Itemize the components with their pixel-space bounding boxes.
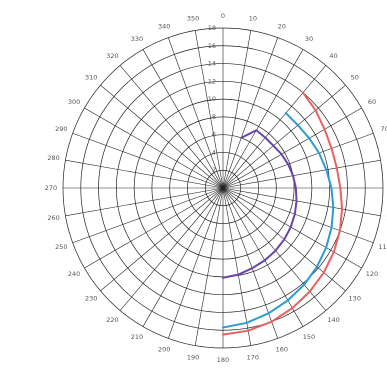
grid-spoke-210 xyxy=(142,187,224,327)
radial-tick-label-4: 4 xyxy=(212,148,216,156)
grid-spoke-240 xyxy=(84,187,224,269)
grid-spoke-110 xyxy=(222,187,374,244)
grid-spoke-320 xyxy=(119,65,224,189)
series-line-2 xyxy=(222,112,335,329)
grid-spoke-120 xyxy=(222,187,362,269)
angle-tick-label-110: 110 xyxy=(378,243,387,251)
angle-tick-label-170: 170 xyxy=(247,353,259,361)
grid-spoke-290 xyxy=(72,132,224,189)
grid-spoke-340 xyxy=(167,37,224,189)
angle-tick-label-160: 160 xyxy=(276,346,288,354)
grid-spoke-260 xyxy=(65,187,224,217)
angular-grid xyxy=(63,28,383,348)
radial-tick-label-18: 18 xyxy=(208,24,216,32)
angle-tick-label-40: 40 xyxy=(329,52,337,60)
angle-tick-label-340: 340 xyxy=(158,22,170,30)
radial-tick-label-2: 2 xyxy=(212,166,216,174)
angle-tick-label-130: 130 xyxy=(349,295,361,303)
grid-spoke-300 xyxy=(84,107,224,189)
series-layer xyxy=(222,91,344,336)
grid-spoke-50 xyxy=(222,84,346,189)
angle-tick-label-230: 230 xyxy=(85,295,97,303)
angle-tick-label-270: 270 xyxy=(45,184,57,192)
grid-spoke-70 xyxy=(222,132,374,189)
angle-tick-label-190: 190 xyxy=(187,353,199,361)
grid-spoke-330 xyxy=(142,49,224,189)
radial-tick-label-16: 16 xyxy=(208,42,216,50)
grid-spoke-20 xyxy=(222,37,279,189)
angle-tick-label-180: 180 xyxy=(217,356,229,364)
grid-spoke-190 xyxy=(194,187,224,346)
angle-tick-label-60: 60 xyxy=(368,98,376,106)
grid-spoke-310 xyxy=(100,84,224,189)
series-line-1 xyxy=(222,91,344,336)
angle-tick-label-280: 280 xyxy=(47,154,59,162)
grid-spoke-60 xyxy=(222,107,362,189)
angle-tick-label-30: 30 xyxy=(305,35,313,43)
series-line-3 xyxy=(222,129,298,279)
grid-spoke-150 xyxy=(222,187,304,327)
grid-spoke-280 xyxy=(65,159,224,189)
angle-tick-label-250: 250 xyxy=(55,243,67,251)
grid-spoke-170 xyxy=(222,187,252,346)
angle-tick-label-260: 260 xyxy=(47,214,59,222)
grid-spoke-140 xyxy=(222,187,327,311)
radial-tick-label-12: 12 xyxy=(208,77,216,85)
grid-spoke-250 xyxy=(72,187,224,244)
radial-tick-label-10: 10 xyxy=(208,95,216,103)
radial-tick-label-6: 6 xyxy=(212,131,216,139)
angle-tick-label-20: 20 xyxy=(278,22,286,30)
angle-tick-label-120: 120 xyxy=(366,270,378,278)
angle-tick-label-0: 0 xyxy=(221,12,225,20)
grid-spoke-80 xyxy=(222,159,381,189)
angle-tick-label-310: 310 xyxy=(85,73,97,81)
angle-tick-label-220: 220 xyxy=(106,316,118,324)
angle-tick-label-320: 320 xyxy=(106,52,118,60)
angular-tick-labels: 0102030405060708090100110120130140150160… xyxy=(45,12,387,364)
angle-tick-label-50: 50 xyxy=(351,73,359,81)
radial-tick-label-8: 8 xyxy=(212,113,216,121)
grid-spoke-350 xyxy=(194,30,224,189)
angle-tick-label-70: 70 xyxy=(380,125,387,133)
angle-tick-label-200: 200 xyxy=(158,346,170,354)
grid-spoke-100 xyxy=(222,187,381,217)
angle-tick-label-240: 240 xyxy=(68,270,80,278)
angle-tick-label-10: 10 xyxy=(249,15,257,23)
angle-tick-label-330: 330 xyxy=(131,35,143,43)
grid-spoke-220 xyxy=(119,187,224,311)
angle-tick-label-350: 350 xyxy=(187,15,199,23)
grid-spoke-40 xyxy=(222,65,327,189)
angle-tick-label-210: 210 xyxy=(131,333,143,341)
angle-tick-label-290: 290 xyxy=(55,125,67,133)
angle-tick-label-300: 300 xyxy=(68,98,80,106)
grid-spoke-30 xyxy=(222,49,304,189)
radial-tick-label-14: 14 xyxy=(208,60,216,68)
angle-tick-label-150: 150 xyxy=(303,333,315,341)
grid-spoke-10 xyxy=(222,30,252,189)
angle-tick-label-140: 140 xyxy=(327,316,339,324)
grid-spoke-230 xyxy=(100,187,224,292)
grid-spoke-200 xyxy=(167,187,224,339)
radial-tick-labels: 2 4 6 8 10 12 14 16 18 xyxy=(208,24,216,174)
